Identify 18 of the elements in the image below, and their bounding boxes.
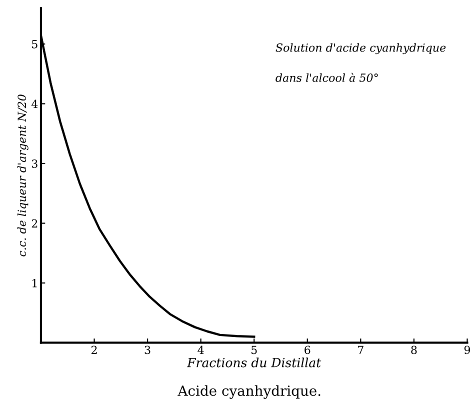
x-tick-label: 8 — [411, 346, 417, 354]
y-tick-label: 1 — [32, 278, 37, 288]
y-tick-label: 2 — [32, 219, 38, 228]
y-tick-label: 3 — [32, 159, 38, 168]
text: Acide cyanhydrique. — [178, 385, 320, 399]
x-tick-label: 3 — [144, 346, 150, 354]
y-axis-title: c.c. de liqueur d'argent N/20 — [17, 94, 28, 256]
x-tick-label: 2 — [91, 346, 97, 354]
x-tick-label: 7 — [358, 346, 364, 354]
annotation: dans l'alcool à 50° — [276, 72, 378, 82]
x-tick-label: 9 — [464, 346, 470, 354]
x-tick-label: 4 — [198, 346, 204, 354]
y-tick-label: 5 — [32, 40, 38, 48]
y-tick-label: 4 — [31, 100, 38, 108]
annotation: Solution d'acide cyanhydrique — [276, 43, 446, 54]
x-axis-title: Fractions du Distillat — [186, 358, 322, 368]
x-tick-label: 5 — [252, 346, 257, 354]
x-tick-label: 6 — [304, 346, 310, 354]
